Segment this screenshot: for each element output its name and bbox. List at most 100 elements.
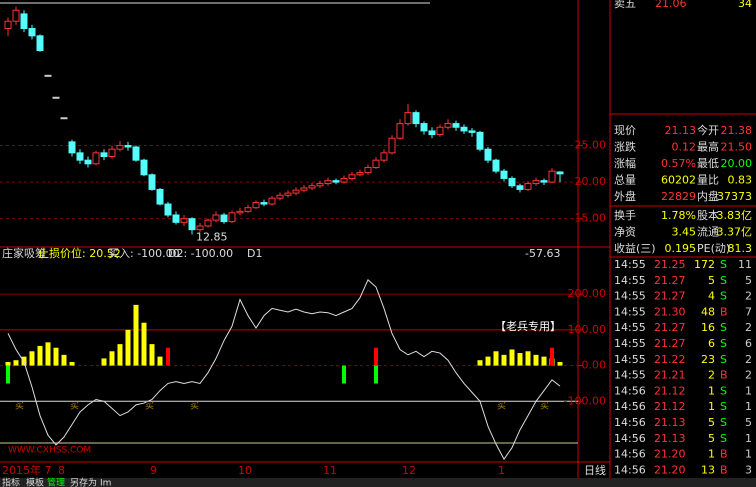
quote-label: 量比 — [697, 174, 719, 187]
quote-label: 外盘 — [614, 189, 636, 203]
indicator-bar — [29, 351, 35, 366]
trade-volume: 1 — [708, 448, 715, 461]
trade-time: 14:56 — [614, 384, 646, 397]
indicator-bar — [157, 356, 163, 366]
candle-body — [460, 126, 468, 132]
trade-time: 14:56 — [614, 400, 646, 413]
indicator-bar — [541, 356, 547, 366]
tab[interactable]: 模板 — [26, 477, 44, 487]
candle-body — [348, 174, 356, 179]
trade-time: 14:55 — [614, 353, 646, 366]
indicator-bar — [133, 304, 139, 366]
quote-label: 现价 — [614, 124, 636, 137]
candle-body — [156, 188, 164, 205]
indicator-header: 庄家吸筹 — [2, 246, 46, 260]
buy-marker: 买 — [497, 401, 506, 412]
trade-side: B — [720, 305, 728, 318]
y-tick-label: -100.00 — [564, 394, 606, 407]
candle-body — [196, 225, 204, 231]
trade-price: 21.27 — [654, 274, 686, 287]
candle-body — [68, 141, 76, 154]
date-label: 9 — [150, 464, 157, 477]
quote-label: 净资 — [614, 225, 636, 239]
trade-volume: 48 — [701, 305, 715, 318]
quote-label: 收益(三) — [614, 241, 656, 255]
candle-body — [556, 171, 564, 175]
candle-body — [532, 180, 540, 185]
candle-body — [388, 137, 396, 154]
trade-time: 14:55 — [614, 369, 646, 382]
trade-count: 1 — [745, 400, 752, 413]
trade-time: 14:56 — [614, 463, 646, 476]
candle-body — [76, 152, 84, 161]
indicator-header: D2: -100.00 — [168, 247, 233, 260]
candle-body — [20, 13, 28, 30]
candle-body — [364, 166, 372, 174]
trade-side: S — [720, 290, 727, 303]
candle-body — [228, 212, 236, 223]
candle-body — [324, 180, 332, 185]
indicator-bar — [525, 351, 531, 366]
signal-bar — [374, 347, 378, 366]
indicator-bar — [557, 362, 563, 366]
candle-body — [276, 194, 284, 199]
date-label: 1 — [498, 464, 505, 477]
tab-bar — [0, 478, 756, 487]
tab[interactable]: 管理 — [47, 477, 65, 487]
trade-count: 3 — [745, 463, 752, 476]
site-label: WWW.CXHSS.COM — [8, 446, 91, 456]
quote-value: 60202 — [661, 174, 696, 187]
indicator-bar — [501, 354, 507, 366]
indicator-bar — [61, 354, 67, 366]
candle-body — [140, 159, 148, 176]
candle-body — [92, 152, 100, 165]
tab[interactable]: 另存为 — [70, 477, 97, 487]
candle-body — [332, 180, 340, 183]
trade-time: 14:55 — [614, 305, 646, 318]
trade-price: 21.22 — [654, 353, 686, 366]
signal-bar — [166, 347, 170, 366]
candle-body — [188, 218, 196, 231]
trade-volume: 5 — [708, 274, 715, 287]
candle-body — [396, 123, 404, 139]
date-label: 10 — [238, 464, 252, 477]
quote-value: 1.78% — [661, 209, 696, 222]
candle-body — [116, 145, 124, 150]
indicator-header: -57.63 — [525, 247, 560, 260]
quote-label: 总量 — [614, 173, 636, 187]
indicator-line — [7, 279, 561, 461]
trade-count: 2 — [745, 353, 752, 366]
candle-body — [236, 210, 244, 214]
candle-body — [452, 123, 460, 128]
tab[interactable]: Im — [100, 479, 111, 487]
trade-side: S — [720, 384, 727, 397]
candle-body — [252, 202, 260, 209]
indicator-bar — [149, 344, 155, 366]
trade-price: 21.20 — [654, 448, 686, 461]
candle-body — [356, 172, 364, 176]
candle-body — [468, 130, 476, 133]
tab[interactable]: 指标 — [2, 477, 20, 487]
trade-side: S — [720, 353, 727, 366]
indicator-bar — [13, 360, 19, 366]
quote-label: PE(动) — [697, 242, 730, 255]
trade-side: S — [720, 258, 727, 271]
candle-body — [148, 174, 156, 190]
quote-value: 3.45 — [672, 226, 697, 239]
quote-label: 内盘 — [697, 189, 719, 203]
trade-count: 5 — [745, 416, 752, 429]
trade-count: 5 — [745, 274, 752, 287]
indicator-header: 止损价位: 20.52 — [38, 246, 121, 260]
candle-body — [284, 192, 292, 196]
quote-value: 22829 — [661, 190, 696, 203]
quote-label: 最高 — [697, 140, 719, 154]
signal-bar — [374, 365, 378, 384]
candle-body — [292, 189, 300, 194]
trade-time: 14:55 — [614, 337, 646, 350]
trade-count: 2 — [745, 321, 752, 334]
indicator-bar — [101, 358, 107, 366]
candle-body — [492, 159, 500, 172]
trade-volume: 6 — [708, 337, 715, 350]
candle-body — [108, 148, 116, 158]
